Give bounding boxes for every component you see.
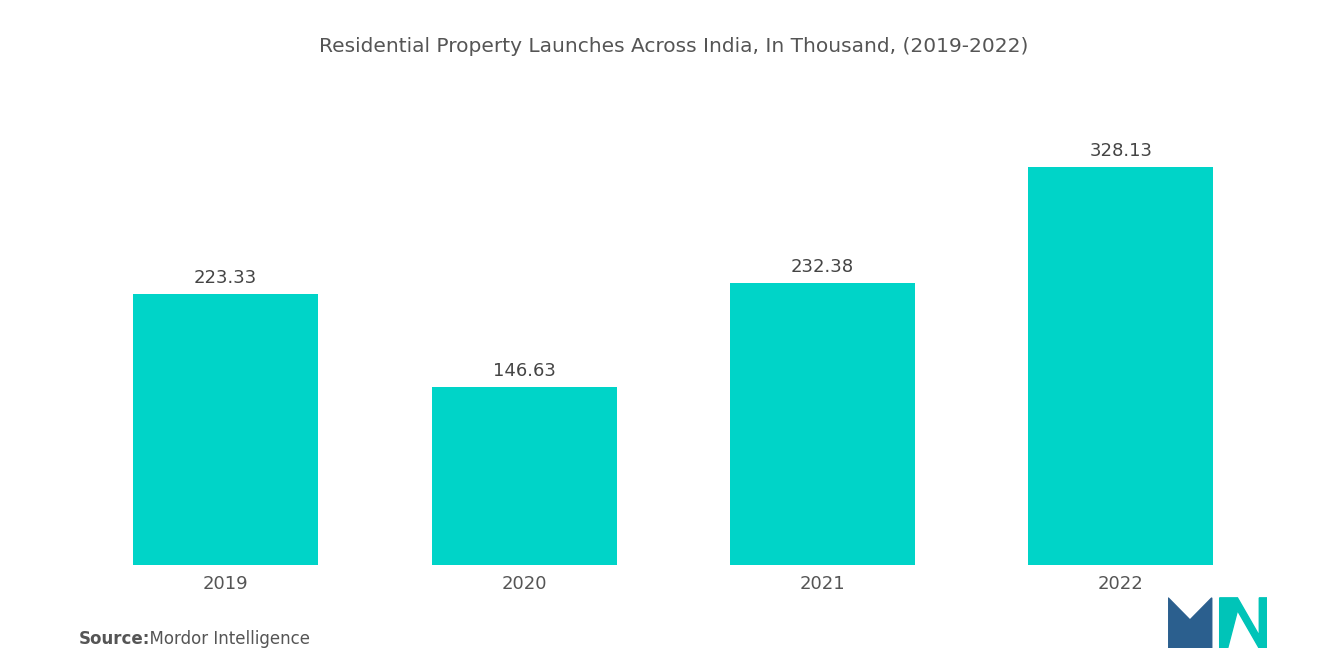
Bar — [432, 387, 616, 565]
Bar — [1028, 167, 1213, 565]
Polygon shape — [1168, 598, 1212, 648]
Polygon shape — [1220, 598, 1267, 648]
Text: 146.63: 146.63 — [492, 362, 556, 380]
Text: 232.38: 232.38 — [791, 258, 854, 276]
Title: Residential Property Launches Across India, In Thousand, (2019-2022): Residential Property Launches Across Ind… — [318, 37, 1028, 56]
Text: Source:: Source: — [79, 630, 150, 648]
Text: Mordor Intelligence: Mordor Intelligence — [139, 630, 310, 648]
Text: 328.13: 328.13 — [1089, 142, 1152, 160]
Text: 223.33: 223.33 — [194, 269, 257, 287]
Bar — [133, 294, 318, 565]
Bar — [730, 283, 915, 565]
